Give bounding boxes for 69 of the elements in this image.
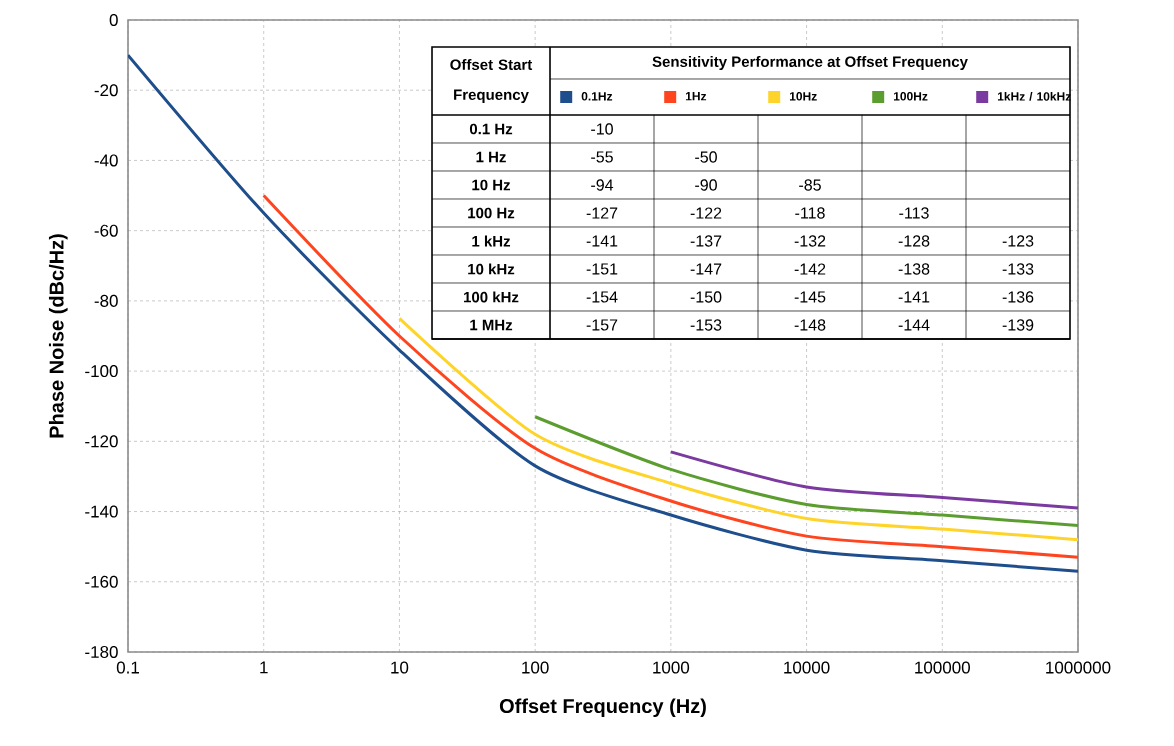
text: -142	[794, 263, 826, 275]
text: -153	[690, 319, 722, 331]
text: -157	[586, 319, 618, 331]
text: -85	[799, 179, 821, 191]
category-label: 100 kHz	[464, 291, 519, 303]
text: -132	[794, 235, 826, 247]
line-series	[262, 194, 1078, 559]
y-tick-label: -60	[94, 224, 118, 237]
text: -10	[591, 123, 613, 135]
text: -141	[586, 235, 618, 247]
x-tick-label: 10000	[784, 661, 830, 674]
text: -151	[586, 263, 618, 275]
x-tick-label: 0.1	[116, 661, 139, 674]
text: -137	[690, 235, 722, 247]
text: -123	[1002, 235, 1034, 247]
legend-label: 10Hz	[789, 92, 817, 101]
text: -154	[586, 291, 618, 303]
legend-label: 100Hz	[893, 92, 928, 101]
legend-label: 0.1Hz	[581, 92, 613, 101]
category-label: 1 Hz	[476, 151, 506, 163]
text: -122	[690, 207, 722, 219]
y-tick-label: -80	[94, 294, 118, 307]
x-tick-label: 1000000	[1046, 661, 1111, 674]
y-tick-label: -40	[94, 154, 118, 167]
y-tick-label: -180	[85, 645, 118, 659]
text: -148	[794, 319, 826, 331]
text: -118	[795, 207, 825, 219]
x-tick-label: 10	[391, 661, 409, 674]
y-tick-label: -120	[85, 435, 118, 448]
category-label: 1 MHz	[470, 319, 513, 331]
line-series	[128, 53, 1078, 573]
x-tick-label: 100000	[915, 661, 970, 674]
text: -55	[591, 151, 613, 163]
text: -138	[898, 263, 930, 275]
text: -128	[898, 235, 930, 247]
category-label: 10 Hz	[472, 179, 511, 191]
y-tick-label: -160	[85, 575, 118, 588]
y-tick-label: -140	[85, 505, 118, 518]
text: -150	[690, 291, 722, 303]
y-tick-label: -20	[94, 84, 118, 97]
text: -50	[695, 151, 717, 163]
line-series	[533, 415, 1078, 528]
category-label: 1 kHz	[472, 235, 511, 247]
category-label: 100 Hz	[468, 207, 515, 219]
text: Sensitivity Performance at Offset Frequency	[652, 56, 968, 70]
text: -139	[1002, 319, 1034, 331]
category-label: 10 kHz	[468, 263, 515, 275]
text: -113	[899, 207, 929, 219]
x-tick-label: 1	[260, 661, 268, 674]
text: -90	[695, 179, 717, 191]
text: -127	[586, 207, 618, 219]
text: -94	[591, 179, 614, 191]
legend-label: 1Hz	[685, 92, 707, 101]
x-tick-label: 1000	[653, 661, 690, 674]
line-series	[397, 316, 1078, 542]
line-series	[669, 450, 1078, 510]
x-axis-title: Offset Frequency (Hz)	[499, 698, 706, 718]
text: Offset Start Frequency	[450, 59, 533, 103]
text: -145	[794, 291, 826, 303]
text: -136	[1002, 291, 1034, 303]
y-axis-title: Phase Noise (dBc/Hz)	[48, 234, 68, 438]
category-label: 0.1 Hz	[469, 123, 513, 135]
text: -133	[1002, 263, 1034, 275]
text: -147	[690, 263, 722, 275]
text: -144	[898, 319, 930, 331]
text: -141	[898, 291, 930, 303]
x-tick-label: 100	[522, 661, 549, 674]
y-tick-label: 0	[109, 13, 118, 27]
y-tick-label: -100	[85, 365, 118, 378]
